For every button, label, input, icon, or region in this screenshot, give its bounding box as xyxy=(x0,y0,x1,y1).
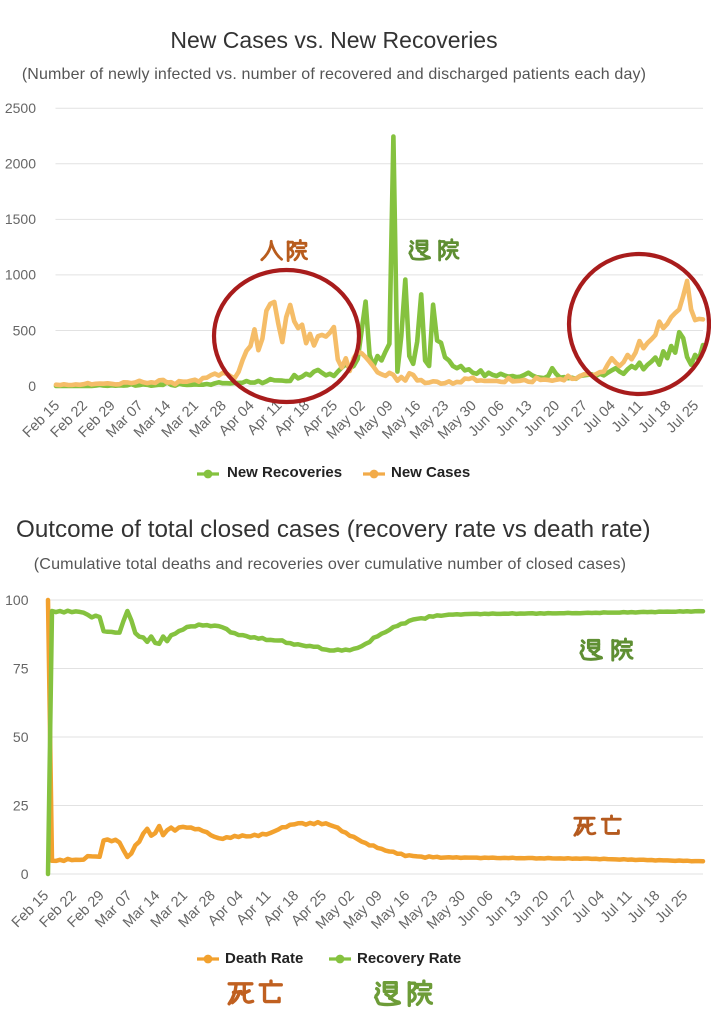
svg-text:Jul 04: Jul 04 xyxy=(569,888,608,927)
svg-text:0: 0 xyxy=(21,866,29,882)
svg-text:50: 50 xyxy=(13,729,29,745)
svg-text:2500: 2500 xyxy=(5,100,36,116)
svg-text:1500: 1500 xyxy=(5,211,36,227)
svg-text:100: 100 xyxy=(5,592,29,608)
svg-text:2000: 2000 xyxy=(5,156,36,172)
svg-text:1000: 1000 xyxy=(5,267,36,283)
svg-text:Jul 25: Jul 25 xyxy=(653,888,692,927)
svg-text:500: 500 xyxy=(13,322,37,338)
svg-text:Jul 04: Jul 04 xyxy=(580,398,619,437)
svg-text:25: 25 xyxy=(13,797,29,813)
svg-text:0: 0 xyxy=(28,378,36,394)
svg-text:75: 75 xyxy=(13,660,29,676)
svg-text:Jul 25: Jul 25 xyxy=(664,398,703,437)
